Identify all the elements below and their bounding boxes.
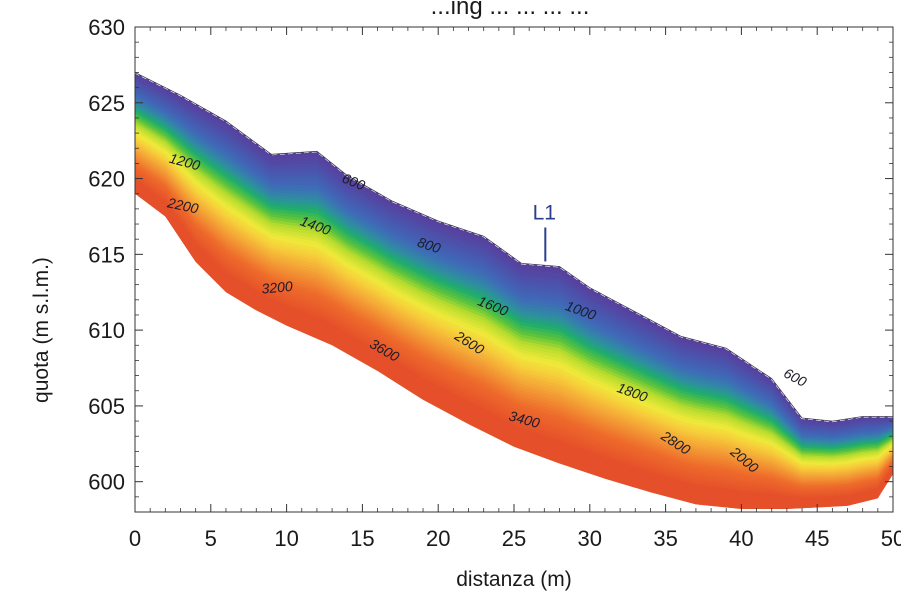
contour-label: 3200 bbox=[261, 278, 294, 297]
chart-title-partial: ...ing ... ... ... ... bbox=[431, 0, 590, 20]
x-tick-label: 30 bbox=[578, 526, 602, 551]
x-tick-label: 10 bbox=[274, 526, 298, 551]
y-tick-label: 615 bbox=[88, 242, 125, 267]
x-tick-label: 35 bbox=[653, 526, 677, 551]
annotations: L1 bbox=[533, 201, 556, 262]
y-tick-label: 605 bbox=[88, 394, 125, 419]
y-tick-label: 630 bbox=[88, 15, 125, 40]
x-tick-label: 40 bbox=[729, 526, 753, 551]
x-tick-label: 0 bbox=[129, 526, 141, 551]
contour-label: 3400 bbox=[507, 408, 541, 432]
x-axis-tick-labels: 0 5 10 15 20 25 30 35 40 45 50 bbox=[129, 526, 901, 551]
contour-label: 600 bbox=[781, 365, 809, 390]
x-axis-title: distanza (m) bbox=[456, 568, 572, 591]
y-tick-label: 625 bbox=[88, 91, 125, 116]
x-tick-label: 20 bbox=[426, 526, 450, 551]
contour-label: 800 bbox=[416, 234, 443, 257]
y-axis-ticks bbox=[135, 26, 893, 498]
x-axis-ticks bbox=[134, 27, 894, 512]
y-axis-tick-labels: 600 605 610 615 620 625 630 bbox=[88, 15, 125, 495]
y-tick-label: 610 bbox=[88, 318, 125, 343]
y-axis-title: quota (m s.l.m.) bbox=[30, 257, 53, 403]
x-tick-label: 5 bbox=[205, 526, 217, 551]
x-tick-label: 15 bbox=[350, 526, 374, 551]
contour-label: 1200 bbox=[168, 150, 202, 174]
y-tick-label: 620 bbox=[88, 167, 125, 192]
topographic-surface-outline bbox=[134, 72, 893, 422]
x-tick-label: 25 bbox=[502, 526, 526, 551]
borehole-marker-label: L1 bbox=[533, 201, 556, 224]
contour-label: 2200 bbox=[165, 194, 200, 216]
y-tick-label: 600 bbox=[88, 470, 125, 495]
x-tick-label: 50 bbox=[881, 526, 901, 551]
x-tick-label: 45 bbox=[805, 526, 829, 551]
